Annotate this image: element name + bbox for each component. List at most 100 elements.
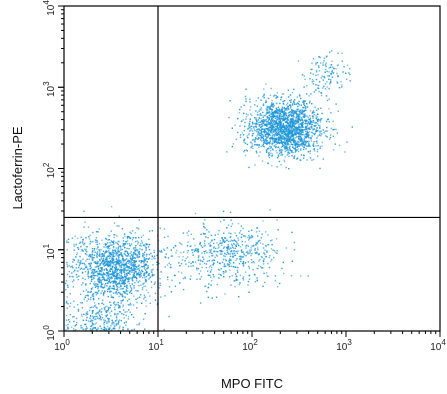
data-point-pop0 <box>174 285 177 287</box>
data-point-pop1 <box>280 130 282 132</box>
data-point-pop1 <box>250 146 252 149</box>
data-point-pop0 <box>151 269 153 271</box>
data-point-pop0 <box>72 286 75 288</box>
data-point-pop0 <box>113 301 116 303</box>
data-point-pop2 <box>242 227 244 230</box>
data-point-pop0 <box>82 268 84 270</box>
data-point-pop0 <box>101 267 103 269</box>
data-point-pop0 <box>86 254 88 256</box>
data-point-pop1 <box>277 155 280 157</box>
data-point-pop0 <box>119 277 122 279</box>
data-point-pop0 <box>101 290 103 292</box>
data-point-pop4 <box>308 95 310 97</box>
data-point-pop3 <box>129 304 131 306</box>
data-point-pop0 <box>100 258 102 260</box>
data-point-pop0 <box>95 241 97 243</box>
data-point-pop1 <box>307 132 309 134</box>
data-point-pop4 <box>326 99 329 102</box>
data-point-pop0 <box>139 252 141 255</box>
data-point-pop1 <box>308 123 311 125</box>
data-point-pop0 <box>126 270 128 272</box>
data-point-pop1 <box>335 128 337 131</box>
data-point-pop0 <box>91 247 94 250</box>
data-point-pop3 <box>65 314 68 317</box>
data-point-pop1 <box>283 127 285 129</box>
data-point-pop1 <box>295 141 297 143</box>
data-point-pop1 <box>273 131 275 133</box>
data-point-pop1 <box>311 112 313 114</box>
data-point-pop1 <box>289 147 291 150</box>
data-point-pop2 <box>260 255 263 258</box>
data-point-pop0 <box>109 287 111 289</box>
data-point-pop1 <box>296 157 299 159</box>
data-point-pop1 <box>251 133 254 135</box>
data-point-pop1 <box>248 130 251 132</box>
data-point-pop2 <box>227 264 229 266</box>
data-point-pop1 <box>276 142 279 144</box>
data-point-pop0 <box>132 263 135 266</box>
data-point-pop0 <box>154 282 156 285</box>
data-point-pop1 <box>273 95 275 97</box>
data-point-pop3 <box>97 311 99 314</box>
data-point-pop1 <box>305 130 307 133</box>
data-point-pop2 <box>240 225 243 227</box>
data-point-pop2 <box>221 237 223 239</box>
data-point-pop0 <box>71 275 73 278</box>
data-point-pop3 <box>95 328 98 331</box>
data-point-pop2 <box>256 242 259 244</box>
data-point-pop1 <box>306 115 308 117</box>
data-point-pop1 <box>310 140 313 142</box>
data-point-pop1 <box>276 130 278 132</box>
data-point-pop1 <box>260 120 263 122</box>
data-point-pop3 <box>92 323 94 326</box>
data-point-pop2 <box>202 260 204 263</box>
data-point-pop0 <box>146 267 148 270</box>
data-point-pop1 <box>301 143 304 146</box>
data-point-pop0 <box>103 265 105 267</box>
data-point-pop1 <box>297 105 299 108</box>
data-point-pop1 <box>288 129 290 131</box>
data-point-pop1 <box>268 107 270 109</box>
data-point-pop1 <box>312 111 314 113</box>
data-point-pop1 <box>226 151 228 153</box>
data-point-pop0 <box>100 263 102 265</box>
data-point-pop0 <box>110 276 113 278</box>
data-point-pop0 <box>93 283 95 285</box>
data-point-pop0 <box>107 255 110 258</box>
data-point-pop1 <box>307 127 310 129</box>
data-point-pop2 <box>259 239 261 242</box>
data-point-pop1 <box>287 89 289 91</box>
data-point-pop2 <box>255 243 258 245</box>
data-point-pop3 <box>124 311 126 313</box>
data-point-pop3 <box>82 328 84 331</box>
data-point-pop0 <box>104 284 106 286</box>
data-point-pop1 <box>278 124 280 126</box>
data-point-pop0 <box>81 250 84 252</box>
data-point-pop0 <box>89 265 91 267</box>
data-point-pop0 <box>92 257 94 259</box>
data-point-pop0 <box>124 263 126 265</box>
data-point-pop0 <box>135 266 137 268</box>
data-point-pop1 <box>329 136 332 139</box>
data-point-pop0 <box>134 251 136 254</box>
data-point-pop1 <box>298 133 300 136</box>
data-point-pop0 <box>134 260 136 263</box>
data-point-pop1 <box>292 133 294 135</box>
data-point-pop2 <box>232 256 234 258</box>
data-point-pop1 <box>255 138 257 140</box>
data-point-pop0 <box>110 253 113 256</box>
data-point-pop0 <box>93 254 96 256</box>
data-point-pop0 <box>81 307 84 309</box>
data-point-pop0 <box>98 273 100 276</box>
data-point-pop0 <box>105 237 107 240</box>
data-point-pop4 <box>336 82 339 84</box>
data-point-pop3 <box>92 316 95 319</box>
data-point-pop0 <box>136 227 138 229</box>
data-point-pop0 <box>108 263 110 265</box>
data-point-pop2 <box>248 291 250 293</box>
data-point-pop1 <box>290 125 292 127</box>
data-point-pop3 <box>72 316 74 318</box>
data-point-pop0 <box>96 248 98 250</box>
data-point-pop1 <box>290 131 292 134</box>
data-point-pop0 <box>108 285 111 288</box>
